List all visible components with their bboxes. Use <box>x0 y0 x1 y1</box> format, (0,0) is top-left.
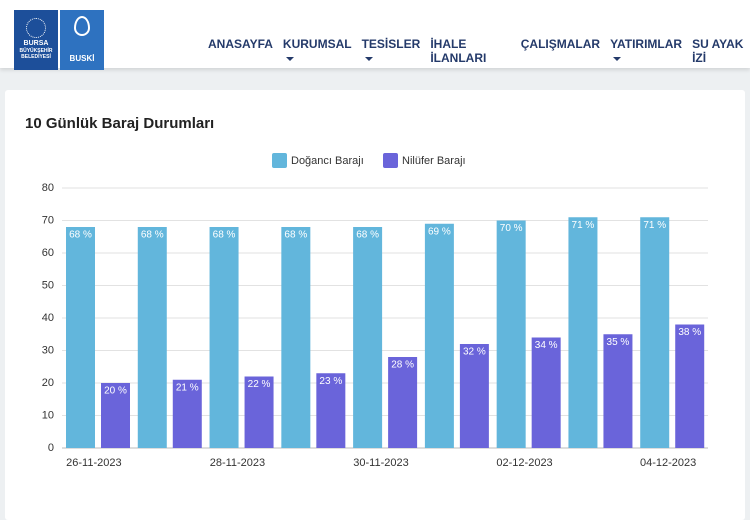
legend-swatch <box>383 153 398 168</box>
value-label: 68 % <box>69 230 92 241</box>
bar <box>209 227 239 448</box>
value-label: 71 % <box>572 220 595 231</box>
x-tick-label: 04-12-2023 <box>640 457 696 469</box>
value-label: 22 % <box>248 379 271 390</box>
chart-title: 10 Günlük Baraj Durumları <box>25 115 214 132</box>
logo-brand: BUSKİ <box>69 54 95 63</box>
bar <box>496 220 526 448</box>
bar <box>424 223 454 448</box>
value-label: 71 % <box>643 220 666 231</box>
nav: ANASAYFA KURUMSAL TESİSLER İHALE İLANLAR… <box>208 37 750 65</box>
nav-label: KURUMSAL <box>282 37 352 51</box>
bar <box>137 227 167 448</box>
bar <box>568 217 598 448</box>
value-label: 68 % <box>213 230 236 241</box>
bar <box>603 334 633 448</box>
value-label: 68 % <box>356 230 379 241</box>
value-label: 34 % <box>535 340 558 351</box>
legend-label: Nilüfer Barajı <box>402 155 466 167</box>
x-tick-label: 02-12-2023 <box>496 457 552 469</box>
value-label: 20 % <box>104 386 127 397</box>
caret <box>285 56 294 61</box>
bar <box>66 227 95 448</box>
legend-label: Doğancı Barajı <box>291 155 364 167</box>
logo-emblem <box>26 18 46 38</box>
bar <box>531 337 561 448</box>
nav-item[interactable]: KURUMSAL <box>283 37 352 65</box>
bar <box>388 357 418 448</box>
y-tick-label: 10 <box>42 409 54 421</box>
logo-drop <box>74 16 90 36</box>
y-tick-label: 40 <box>42 312 54 324</box>
y-tick-label: 30 <box>42 344 54 356</box>
nav-item[interactable]: ANASAYFA <box>208 37 273 51</box>
value-label: 23 % <box>319 376 342 387</box>
x-tick-label: 28-11-2023 <box>210 457 265 469</box>
x-tick-label: 26-11-2023 <box>66 457 121 469</box>
caret <box>613 56 622 61</box>
header: BURSA BÜYÜKŞEHİR BELEDİYESİ BUSKİ ANASAY… <box>0 0 750 70</box>
bar <box>316 373 346 448</box>
nav-item[interactable]: TESİSLER <box>362 37 421 65</box>
value-label: 68 % <box>141 230 164 241</box>
value-label: 38 % <box>678 327 701 338</box>
value-label: 32 % <box>463 347 486 358</box>
bar <box>244 376 274 448</box>
nav-label: TESİSLER <box>361 37 421 51</box>
nav-label: YATIRIMLAR <box>610 37 683 51</box>
nav-item[interactable]: ÇALIŞMALAR <box>520 37 601 51</box>
bar <box>353 227 383 448</box>
logo-line: BÜYÜKŞEHİR <box>19 48 53 54</box>
value-label: 68 % <box>284 230 307 241</box>
bar <box>459 344 489 448</box>
logo-buski[interactable]: BUSKİ <box>60 10 104 70</box>
value-label: 70 % <box>500 223 523 234</box>
y-tick-label: 50 <box>42 279 54 291</box>
x-tick-label: 30-11-2023 <box>353 457 408 469</box>
y-tick-label: 70 <box>42 214 54 226</box>
value-label: 21 % <box>176 382 199 393</box>
caret <box>364 56 373 61</box>
value-label: 28 % <box>391 360 414 371</box>
bar <box>640 217 670 448</box>
chart: 10 Günlük Baraj Durumları 0 10 20 30 40 50 60 7… <box>25 115 708 469</box>
logo-line: BURSA <box>23 40 49 47</box>
legend-swatch <box>272 153 287 168</box>
bar <box>101 383 130 448</box>
value-label: 35 % <box>607 337 630 348</box>
logo-bursa[interactable]: BURSA BÜYÜKŞEHİR BELEDİYESİ <box>14 10 58 70</box>
nav-item[interactable]: SU AYAK İZİ <box>692 37 744 65</box>
y-tick-label: 60 <box>42 247 54 259</box>
value-label: 69 % <box>428 226 451 237</box>
bar <box>675 324 705 448</box>
y-tick-label: 20 <box>42 377 54 389</box>
y-tick-label: 80 <box>42 182 54 194</box>
nav-item[interactable]: İHALE İLANLARI <box>430 37 487 65</box>
logo-line: BELEDİYESİ <box>21 54 51 60</box>
nav-item[interactable]: YATIRIMLAR <box>610 37 682 65</box>
y-tick-label: 0 <box>48 442 54 454</box>
bar <box>281 227 311 448</box>
bar <box>172 379 202 448</box>
